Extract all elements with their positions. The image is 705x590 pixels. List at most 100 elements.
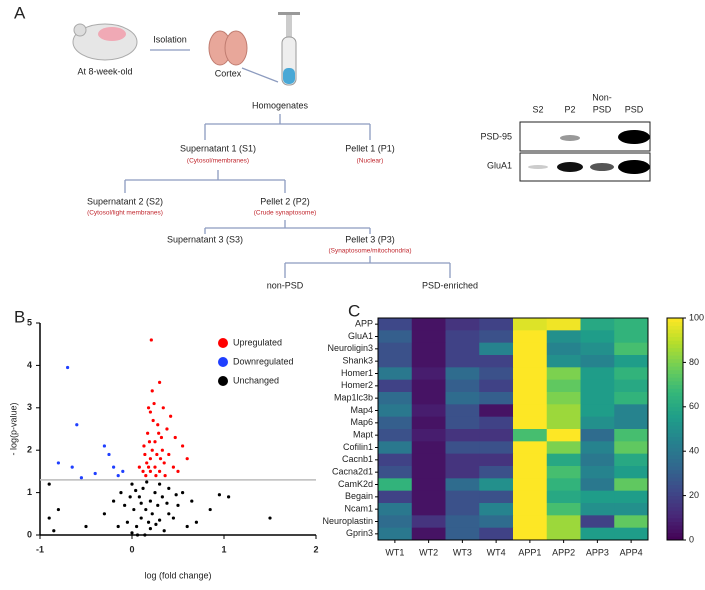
legend-label: Downregulated	[233, 356, 294, 366]
cell	[378, 453, 413, 467]
col-label: WT3	[453, 547, 472, 557]
point	[156, 503, 160, 507]
row-label: Homer1	[341, 368, 373, 378]
point	[79, 476, 83, 480]
point	[174, 493, 178, 497]
cell	[479, 404, 514, 418]
point	[171, 516, 175, 520]
point	[161, 406, 165, 410]
point	[102, 512, 106, 516]
colorbar-step	[667, 499, 683, 504]
cell	[546, 367, 581, 381]
colorbar-step	[667, 403, 683, 408]
x-tick-label: 0	[129, 544, 134, 554]
colorbar-step	[667, 362, 683, 367]
cell	[580, 490, 615, 504]
cell	[614, 416, 649, 430]
point	[147, 440, 152, 444]
col-label: WT4	[487, 547, 506, 557]
cell	[445, 478, 480, 492]
colorbar-step	[667, 329, 683, 334]
node: Homogenates	[252, 100, 309, 110]
point	[148, 527, 152, 531]
step-label: Isolation	[153, 34, 187, 44]
cell	[614, 392, 649, 405]
cell	[513, 318, 548, 331]
cell	[513, 515, 548, 529]
colorbar-step	[667, 473, 683, 478]
cell	[378, 416, 413, 430]
cell	[546, 441, 581, 455]
cell	[378, 478, 413, 492]
cell	[378, 318, 413, 331]
cell	[513, 527, 548, 541]
colorbar-step	[667, 451, 683, 456]
point	[52, 529, 56, 533]
cell	[546, 404, 581, 418]
colorbar-step	[667, 336, 683, 341]
point	[154, 474, 158, 478]
legend-swatch	[218, 357, 228, 367]
colorbar-label: 0	[689, 534, 694, 544]
colorbar-step	[667, 454, 683, 460]
point	[119, 491, 123, 495]
colorbar-step	[667, 436, 683, 441]
cell	[580, 429, 615, 442]
colorbar-step	[667, 488, 683, 493]
row-label: APP	[355, 319, 373, 329]
tree-lines	[124, 114, 451, 278]
cell	[513, 478, 548, 492]
panel-label: B	[14, 307, 25, 326]
colorbar-step	[667, 462, 683, 467]
point	[173, 435, 177, 440]
cell	[411, 527, 446, 541]
node: non-PSD	[267, 280, 304, 290]
cell	[479, 318, 514, 331]
cell	[479, 330, 514, 344]
legend-label: Unchanged	[233, 375, 279, 385]
cell	[580, 441, 615, 455]
y-tick-label: 0	[27, 529, 32, 539]
point	[171, 465, 175, 469]
cell	[479, 429, 514, 442]
cell	[445, 342, 480, 356]
colorbar-step	[667, 332, 683, 337]
point	[162, 461, 166, 465]
col-label: WT1	[385, 547, 404, 557]
point	[146, 465, 151, 469]
colorbar-step	[667, 514, 683, 519]
cell	[546, 478, 581, 492]
colorbar-label: 40	[689, 446, 699, 456]
cell	[580, 478, 615, 492]
point	[167, 486, 171, 490]
point	[144, 507, 148, 512]
point	[194, 520, 198, 524]
point	[169, 414, 173, 418]
y-tick-label: 3	[27, 402, 32, 412]
colorbar-label: 80	[689, 357, 699, 367]
point	[146, 406, 151, 410]
row-label: Shank3	[342, 356, 373, 366]
cell	[614, 367, 649, 381]
cell	[378, 404, 413, 418]
colorbar-step	[667, 340, 683, 345]
brain-icon	[208, 30, 248, 66]
point	[159, 435, 164, 440]
colorbar-step	[667, 443, 683, 448]
cell	[378, 503, 413, 516]
cell	[546, 453, 581, 467]
point	[112, 499, 116, 503]
row-label: Map4	[350, 405, 373, 415]
cell	[513, 367, 548, 381]
row-label: GluA1	[487, 160, 512, 170]
colorbar-step	[667, 525, 683, 530]
colorbar-step	[667, 366, 683, 371]
point	[47, 516, 51, 520]
arrow	[241, 67, 279, 83]
cell	[546, 379, 581, 393]
point	[160, 495, 164, 499]
point	[227, 495, 231, 499]
cell	[411, 429, 446, 442]
cell	[445, 379, 480, 393]
point	[141, 486, 145, 490]
